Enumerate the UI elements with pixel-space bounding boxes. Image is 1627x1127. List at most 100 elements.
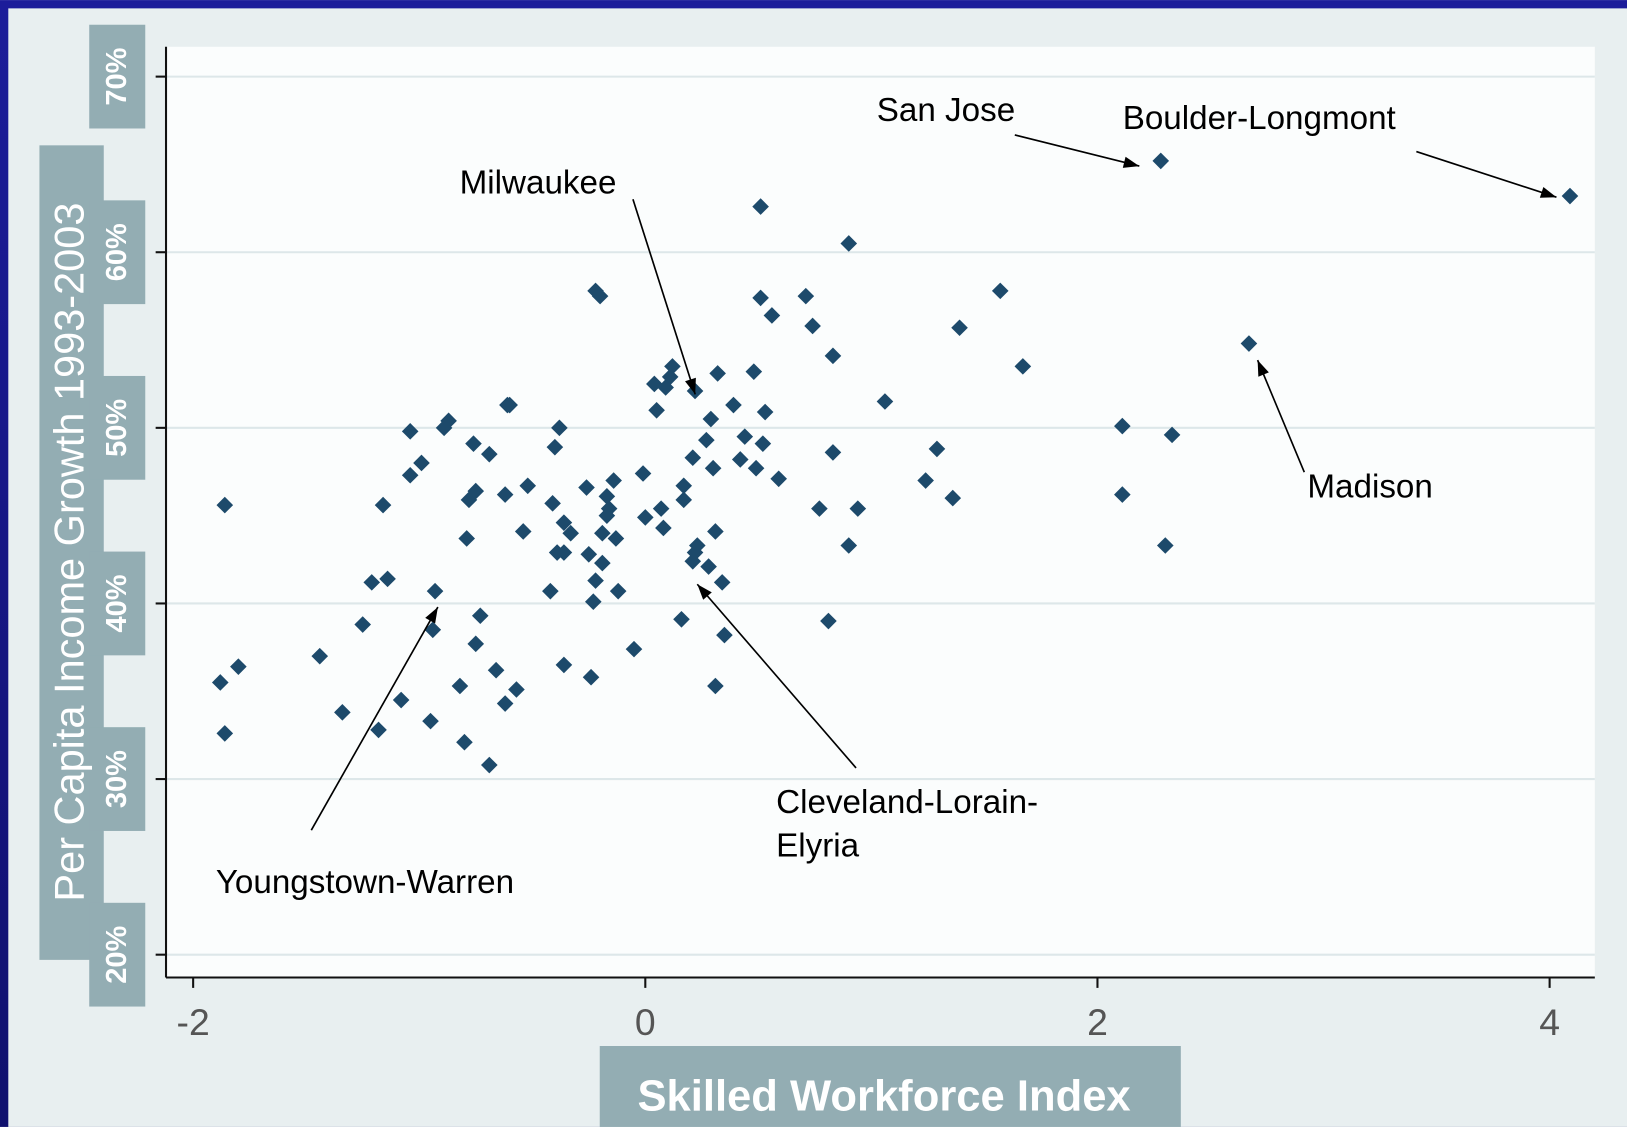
point — [591, 287, 609, 305]
plot-area — [166, 46, 1595, 978]
point — [1014, 358, 1032, 375]
point — [756, 403, 774, 421]
x-axis-title: Skilled Workforce Index — [637, 1072, 1130, 1120]
point — [634, 465, 652, 482]
point — [625, 640, 643, 658]
point — [731, 451, 749, 468]
point — [991, 282, 1009, 300]
point — [709, 365, 726, 382]
point — [555, 544, 573, 561]
point — [652, 500, 670, 517]
point — [675, 477, 693, 495]
point — [1561, 187, 1579, 205]
point — [211, 674, 229, 691]
arrowhead — [685, 377, 696, 395]
point — [587, 572, 604, 589]
point — [546, 438, 564, 456]
point — [648, 401, 665, 419]
arrowhead — [697, 584, 712, 600]
point — [917, 472, 934, 489]
point — [456, 733, 473, 751]
point — [216, 725, 234, 742]
y-tick-box — [89, 200, 146, 305]
annotation-arrow — [1014, 134, 1140, 167]
point — [928, 440, 946, 458]
x-tick-label: 4 — [1539, 1001, 1560, 1043]
point — [725, 396, 742, 414]
y-tick-box — [89, 902, 146, 1007]
arrowhead — [1122, 156, 1140, 168]
point — [664, 358, 681, 375]
point — [824, 444, 842, 461]
annotation-arrow — [1256, 359, 1306, 473]
point — [754, 435, 772, 452]
point — [752, 289, 769, 307]
point — [607, 530, 625, 547]
point — [811, 500, 828, 517]
point — [551, 419, 568, 437]
point — [508, 681, 525, 698]
point — [716, 626, 733, 644]
point — [555, 656, 573, 674]
annotation: Boulder-Longmont — [1123, 100, 1396, 137]
point — [374, 496, 392, 514]
point — [334, 704, 351, 721]
point — [519, 477, 537, 495]
annotations: San Jose Boulder-Longmont Milwaukee Madison… — [216, 92, 1557, 901]
point — [424, 621, 442, 639]
point — [471, 607, 489, 625]
annotation: Milwaukee — [460, 165, 617, 202]
point — [354, 616, 372, 633]
point — [496, 695, 514, 712]
point — [944, 489, 962, 507]
point — [487, 661, 505, 679]
point — [426, 582, 444, 600]
point — [1114, 486, 1131, 503]
point — [700, 558, 717, 575]
y-tick-box — [89, 375, 146, 480]
y-tick-box — [89, 727, 146, 831]
x-tick-label: 2 — [1087, 1001, 1108, 1043]
point — [481, 445, 498, 463]
point — [370, 721, 387, 739]
y-tick-box — [89, 551, 146, 656]
point — [770, 470, 787, 488]
point — [481, 756, 498, 774]
point — [747, 459, 765, 477]
point — [562, 524, 580, 542]
point — [514, 523, 532, 540]
point — [824, 347, 842, 365]
point — [736, 428, 754, 445]
point — [702, 410, 720, 428]
annotation-arrow — [310, 606, 439, 831]
point — [501, 396, 518, 414]
point — [379, 570, 396, 588]
point — [673, 610, 690, 628]
y-tick-label: 60% — [101, 223, 133, 281]
annotation: Elyria — [776, 828, 860, 865]
point — [605, 472, 622, 489]
point — [698, 431, 715, 449]
point — [467, 635, 485, 653]
point — [598, 488, 616, 505]
point — [216, 496, 234, 514]
point — [840, 537, 858, 554]
point — [797, 287, 815, 305]
grid — [166, 75, 1595, 956]
arrowhead — [1539, 186, 1557, 198]
point — [458, 530, 476, 547]
point — [585, 593, 602, 611]
point — [555, 514, 573, 531]
y-axis-title: Per Capita Income Growth 1993-2003 — [46, 203, 93, 902]
point — [451, 677, 469, 695]
point — [496, 486, 514, 503]
y-tick-label: 50% — [101, 399, 133, 457]
point — [1163, 426, 1181, 444]
point — [600, 500, 618, 517]
point — [1152, 152, 1170, 170]
point — [752, 198, 769, 215]
x-label-box — [599, 1045, 1181, 1127]
annotation: Youngstown-Warren — [216, 864, 514, 901]
annotation-arrow — [696, 583, 857, 769]
